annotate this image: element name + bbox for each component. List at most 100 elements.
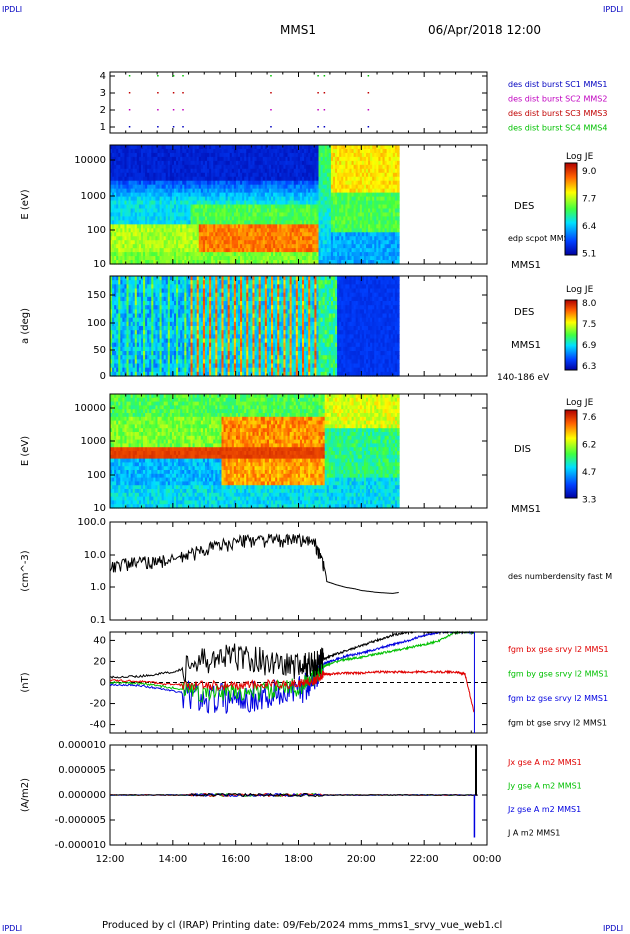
des-energy-cell bbox=[306, 252, 309, 257]
des-energy-cell bbox=[341, 152, 344, 158]
des-energy-cell bbox=[202, 252, 206, 257]
des-energy-cell bbox=[223, 208, 227, 214]
des-energy-cell bbox=[306, 228, 309, 233]
des-energy-cell bbox=[339, 148, 342, 154]
des-energy-cell bbox=[134, 232, 138, 237]
des-pitch-cell bbox=[151, 330, 154, 335]
des-energy-cell bbox=[161, 232, 165, 237]
des-pitch-cell bbox=[130, 338, 134, 344]
des-pitch-cell bbox=[124, 313, 128, 319]
des-energy-cell bbox=[287, 212, 291, 217]
des-energy-cell bbox=[378, 216, 382, 221]
des-energy-cell bbox=[273, 156, 276, 162]
des-energy-cell bbox=[182, 240, 185, 245]
des-energy-cell bbox=[384, 204, 388, 210]
des-energy-cell bbox=[376, 176, 379, 182]
des-pitch-cell bbox=[130, 359, 134, 365]
des-energy-cell bbox=[304, 188, 307, 194]
des-energy-cell bbox=[231, 220, 235, 225]
des-energy-cell bbox=[380, 152, 384, 158]
des-energy-cell bbox=[332, 256, 336, 261]
des-energy-cell bbox=[233, 200, 237, 206]
des-pitch-cell bbox=[120, 338, 123, 344]
des-energy-cell bbox=[159, 172, 163, 178]
des-energy-cell bbox=[370, 180, 373, 186]
des-energy-cell bbox=[332, 252, 336, 257]
des-energy-cell bbox=[343, 160, 346, 166]
des-energy-cell bbox=[169, 160, 173, 166]
des-energy-cell bbox=[202, 160, 206, 166]
des-energy-cell bbox=[285, 164, 289, 170]
des-pitch-cell bbox=[151, 321, 154, 327]
des-pitch-cell bbox=[128, 280, 132, 285]
des-energy-cell bbox=[190, 152, 194, 158]
des-energy-cell bbox=[246, 145, 249, 150]
des-energy-cell bbox=[254, 148, 258, 154]
corner-label-br: IPDLI bbox=[603, 924, 623, 933]
des-energy-cell bbox=[112, 240, 115, 245]
des-energy-cell bbox=[171, 156, 175, 162]
des-energy-cell bbox=[217, 224, 221, 229]
des-energy-cell bbox=[252, 148, 256, 154]
des-energy-cell bbox=[349, 148, 353, 154]
des-energy-cell bbox=[347, 232, 351, 237]
des-pitch-cell bbox=[118, 346, 121, 352]
des-energy-cell bbox=[225, 204, 229, 210]
des-energy-cell bbox=[221, 172, 225, 178]
des-energy-cell bbox=[355, 260, 359, 265]
des-energy-cell bbox=[138, 260, 142, 265]
des-energy-cell bbox=[320, 192, 324, 198]
des-energy-cell bbox=[147, 180, 150, 186]
des-energy-cell bbox=[378, 232, 382, 237]
des-energy-cell bbox=[178, 184, 181, 190]
des-energy-cell bbox=[312, 216, 315, 221]
des-pitch-cell bbox=[122, 359, 126, 365]
des-pitch-cell bbox=[130, 321, 134, 327]
des-energy-cell bbox=[388, 244, 392, 249]
des-energy-cell bbox=[190, 156, 194, 162]
des-energy-cell bbox=[320, 220, 324, 225]
des-energy-cell bbox=[357, 156, 361, 162]
des-energy-cell bbox=[120, 192, 123, 198]
des-energy-cell bbox=[347, 164, 351, 170]
des-energy-cell bbox=[372, 244, 375, 249]
des-energy-cell bbox=[182, 176, 185, 182]
des-energy-cell bbox=[151, 236, 154, 241]
des-energy-cell bbox=[363, 168, 367, 174]
des-energy-cell bbox=[124, 180, 128, 186]
des-energy-cell bbox=[396, 148, 400, 154]
des-energy-cell bbox=[147, 172, 150, 178]
des-energy-cell bbox=[310, 192, 313, 198]
des-energy-cell bbox=[252, 260, 256, 265]
des-energy-cell bbox=[287, 240, 291, 245]
des-energy-cell bbox=[349, 192, 353, 198]
des-energy-cell bbox=[343, 172, 346, 178]
des-energy-cell bbox=[335, 256, 338, 261]
des-energy-cell bbox=[361, 172, 365, 178]
des-energy-cell bbox=[297, 184, 301, 190]
des-energy-cell bbox=[299, 232, 303, 237]
des-energy-cell bbox=[225, 192, 229, 198]
des-pitch-cell bbox=[128, 371, 132, 377]
des-energy-cell bbox=[165, 240, 169, 245]
des-energy-cell bbox=[254, 188, 258, 194]
des-energy-cell bbox=[153, 256, 157, 261]
des-pitch-cell bbox=[138, 309, 142, 315]
des-energy-cell bbox=[361, 232, 365, 237]
des-energy-cell bbox=[204, 252, 208, 257]
des-energy-cell bbox=[330, 180, 334, 186]
des-energy-cell bbox=[134, 145, 138, 150]
des-energy-cell bbox=[145, 248, 148, 253]
des-energy-cell bbox=[351, 220, 355, 225]
des-energy-cell bbox=[256, 252, 260, 257]
des-energy-cell bbox=[196, 208, 200, 214]
des-energy-cell bbox=[130, 160, 134, 166]
des-energy-cell bbox=[192, 232, 196, 237]
des-energy-cell bbox=[326, 220, 330, 225]
des-energy-cell bbox=[353, 252, 357, 257]
des-energy-cell bbox=[339, 176, 342, 182]
des-pitch-cell bbox=[151, 359, 154, 365]
des-energy-cell bbox=[287, 248, 291, 253]
des-pitch-cell bbox=[138, 359, 142, 365]
des-energy-cell bbox=[295, 148, 299, 154]
